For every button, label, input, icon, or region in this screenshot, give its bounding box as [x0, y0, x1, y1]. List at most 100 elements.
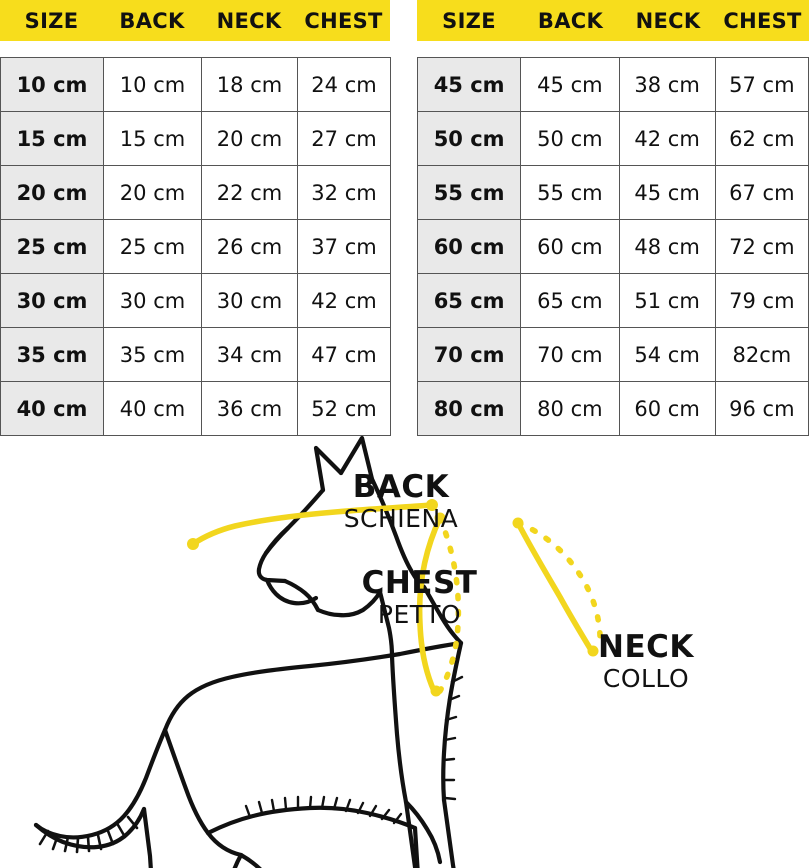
cell-size: 25 cm [0, 219, 104, 274]
cell-neck: 60 cm [618, 381, 716, 436]
cell-size: 10 cm [0, 57, 104, 112]
dog-front-shoulder-icon [389, 653, 409, 805]
table-row: 20 cm 20 cm 22 cm 32 cm [0, 165, 391, 220]
small-sizes-table: SIZE BACK NECK CHEST 10 cm 10 cm 18 cm 2… [0, 0, 391, 436]
table-header-row: SIZE BACK NECK CHEST [417, 0, 809, 41]
table-row: 55 cm 55 cm 45 cm 67 cm [416, 165, 809, 220]
dog-outline-icon [33, 435, 464, 868]
back-measure-endpoint-tail-icon [187, 538, 199, 550]
cell-neck: 18 cm [201, 57, 298, 112]
column-header-size: SIZE [442, 8, 496, 33]
cell-back: 60 cm [520, 219, 620, 274]
dog-chin-icon [315, 589, 383, 618]
cell-size: 15 cm [0, 111, 104, 166]
cell-back: 70 cm [520, 327, 620, 382]
dog-ear-back-icon [338, 435, 375, 482]
cell-chest: 72 cm [714, 219, 809, 274]
table-row: 15 cm 15 cm 20 cm 27 cm [0, 111, 391, 166]
neck-measure-top-point-icon [512, 517, 524, 529]
label-back-english: BACK [352, 469, 450, 505]
size-tables-area: SIZE BACK NECK CHEST 10 cm 10 cm 18 cm 2… [0, 0, 809, 436]
cell-neck: 20 cm [201, 111, 298, 166]
table-row: 10 cm 10 cm 18 cm 24 cm [0, 57, 391, 112]
label-neck: NECK COLLO [566, 632, 726, 692]
cell-neck: 48 cm [618, 219, 716, 274]
dog-neck-back-icon [421, 584, 464, 646]
cell-back: 20 cm [103, 165, 202, 220]
cell-back: 35 cm [103, 327, 202, 382]
cell-back: 55 cm [520, 165, 620, 220]
cell-chest: 32 cm [297, 165, 391, 220]
dog-measurement-diagram: BACK SCHIENA CHEST PETTO NECK COLLO [0, 432, 809, 868]
cell-size: 55 cm [416, 165, 522, 220]
cell-back: 50 cm [520, 111, 620, 166]
neck-loop-front-arc [515, 520, 594, 653]
dog-throat-icon [377, 589, 395, 659]
column-header-chest: CHEST [723, 8, 802, 33]
cell-chest: 24 cm [297, 57, 391, 112]
cell-neck: 34 cm [201, 327, 298, 382]
table-row: 40 cm 40 cm 36 cm 52 cm [0, 381, 391, 436]
cell-back: 45 cm [520, 57, 620, 112]
cell-chest: 62 cm [714, 111, 809, 166]
dog-tail-fringe-icon [38, 815, 139, 854]
cell-chest: 27 cm [297, 111, 391, 166]
cell-size: 50 cm [416, 111, 522, 166]
cell-neck: 42 cm [618, 111, 716, 166]
cell-back: 25 cm [103, 219, 202, 274]
table-header-row: SIZE BACK NECK CHEST [0, 0, 390, 41]
cell-size: 65 cm [416, 273, 522, 328]
cell-neck: 22 cm [201, 165, 298, 220]
cell-size: 40 cm [0, 381, 104, 436]
chest-measure-bottom-point-icon [430, 685, 442, 697]
column-header-back: BACK [119, 8, 185, 33]
table-row: 30 cm 30 cm 30 cm 42 cm [0, 273, 391, 328]
chest-measurement-loop [416, 512, 462, 697]
size-table-body: 10 cm 10 cm 18 cm 24 cm 15 cm 15 cm 20 c… [0, 57, 391, 436]
label-chest-english: CHEST [361, 565, 478, 601]
chest-measure-top-point-icon [434, 512, 446, 524]
cell-size: 60 cm [416, 219, 522, 274]
cell-neck: 36 cm [201, 381, 298, 436]
table-row: 70 cm 70 cm 54 cm 82cm [416, 327, 809, 382]
cell-neck: 51 cm [618, 273, 716, 328]
dog-front-leg-near-icon [403, 799, 418, 868]
size-table-body: 45 cm 45 cm 38 cm 57 cm 50 cm 50 cm 42 c… [416, 57, 809, 436]
table-row: 65 cm 65 cm 51 cm 79 cm [416, 273, 809, 328]
dog-hind-thigh-icon [162, 727, 244, 858]
cell-size: 70 cm [416, 327, 522, 382]
cell-chest: 67 cm [714, 165, 809, 220]
cell-back: 65 cm [520, 273, 620, 328]
cell-back: 30 cm [103, 273, 202, 328]
chest-loop-rear-arc-dashed [437, 515, 462, 694]
dog-belly-icon [205, 805, 418, 836]
dog-mouth-icon [282, 578, 321, 613]
dog-belly-fringe-icon [244, 795, 403, 825]
back-measurement-line [187, 499, 438, 550]
neck-measurement-loop [512, 517, 603, 657]
cell-neck: 45 cm [618, 165, 716, 220]
dog-silhouette-svg [33, 435, 603, 868]
label-back: BACK SCHIENA [311, 469, 491, 532]
chest-loop-front-arc [416, 515, 443, 694]
neck-measure-bottom-point-icon [587, 645, 599, 657]
cell-back: 15 cm [103, 111, 202, 166]
cell-size: 20 cm [0, 165, 104, 220]
column-header-back: BACK [537, 8, 604, 33]
table-row: 25 cm 25 cm 26 cm 37 cm [0, 219, 391, 274]
cell-back: 40 cm [103, 381, 202, 436]
table-row: 50 cm 50 cm 42 cm 62 cm [416, 111, 809, 166]
dog-back-topline-icon [162, 640, 464, 733]
dog-muzzle-lower-icon [264, 577, 319, 606]
cell-back: 10 cm [103, 57, 202, 112]
cell-chest: 47 cm [297, 327, 391, 382]
cell-size: 30 cm [0, 273, 104, 328]
dog-front-leg-rearmost-icon [441, 797, 456, 868]
dog-shoulder-fringe-icon [442, 675, 464, 801]
cell-chest: 37 cm [297, 219, 391, 274]
back-measure-endpoint-withers-icon [426, 499, 438, 511]
table-row: 35 cm 35 cm 34 cm 47 cm [0, 327, 391, 382]
cell-back: 80 cm [520, 381, 620, 436]
dog-shoulder-rear-icon [441, 640, 464, 803]
cell-neck: 54 cm [618, 327, 716, 382]
